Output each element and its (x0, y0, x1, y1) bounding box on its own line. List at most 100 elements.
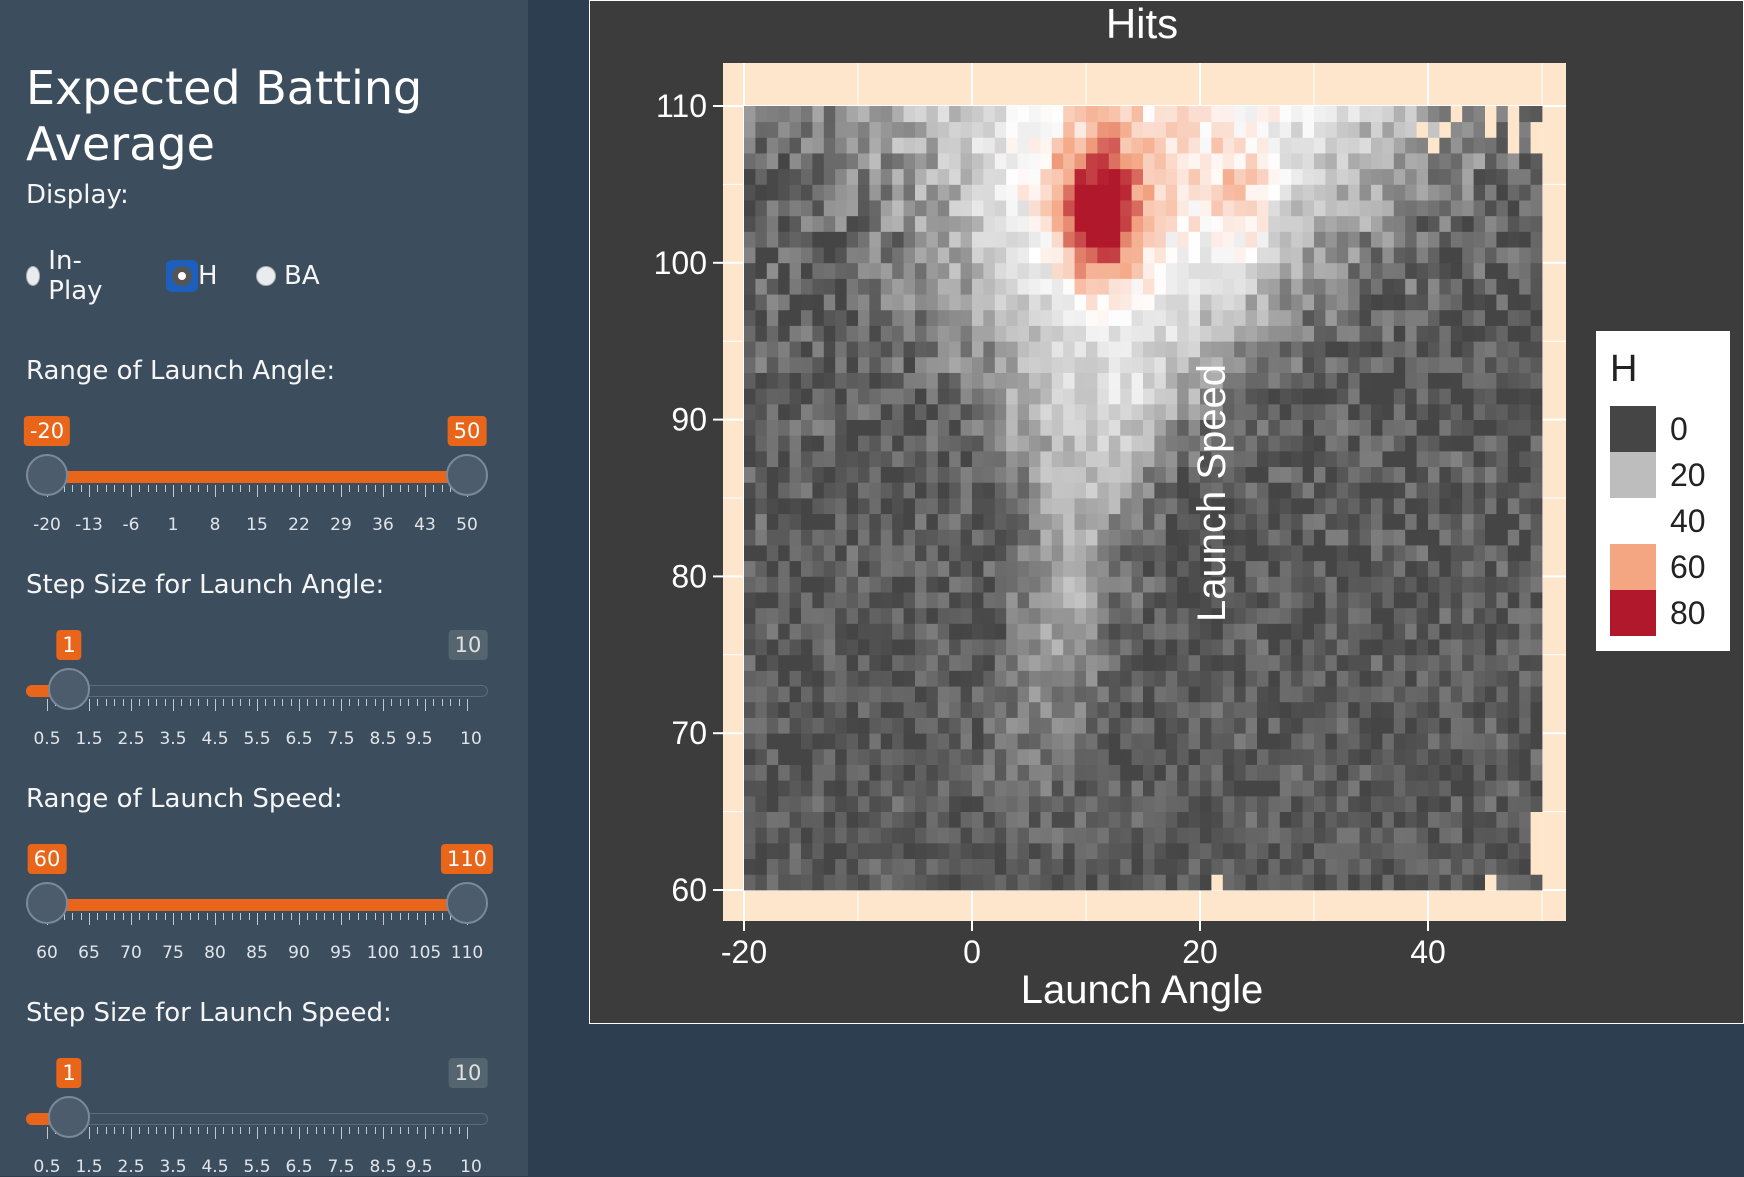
speed-range-slider[interactable]: 60 65 70 75 80 85 90 95 100 105 110 60 110 (26, 830, 494, 963)
heat-cell (1325, 466, 1338, 483)
speed_range-tick (408, 913, 410, 920)
speed_range-tick (122, 913, 124, 920)
heat-cell (766, 215, 779, 232)
heat-cell (755, 121, 768, 138)
heat-cell (1177, 309, 1189, 326)
heat-cell (1530, 341, 1543, 358)
heat-cell (1051, 639, 1064, 656)
heat-cell (744, 717, 756, 734)
radio-ba[interactable]: BA (256, 258, 320, 294)
speed_step-tick (383, 1127, 384, 1139)
heat-cell (1314, 545, 1326, 562)
heat-cell (1029, 435, 1041, 452)
heat-cell (1006, 795, 1018, 812)
heat-cell (1063, 466, 1075, 483)
radio-h-dot[interactable] (172, 266, 192, 286)
angle_range-high-handle[interactable] (446, 454, 488, 496)
heat-cell (1029, 670, 1041, 687)
heat-cell (1211, 153, 1224, 170)
radio-h-label[interactable]: H (198, 261, 218, 291)
speed_range-tick-label: 105 (408, 943, 442, 963)
radio-in-play-label[interactable]: In-Play (48, 246, 103, 306)
heat-cell (1257, 529, 1269, 546)
heat-cell (1496, 764, 1509, 781)
angle_range-tick (282, 485, 284, 492)
heat-cell (1325, 827, 1338, 844)
heat-cell (1302, 419, 1315, 436)
heat-cell (846, 325, 859, 342)
speed_range-tick-label: 90 (288, 943, 310, 963)
heat-cell (1188, 137, 1201, 154)
angle_range-low-handle[interactable] (26, 454, 68, 496)
angle_range-tick-label: 50 (456, 515, 478, 535)
heat-cell (994, 137, 1007, 154)
heat-cell (1462, 168, 1474, 185)
heat-cell (1086, 466, 1098, 483)
heat-cell (846, 262, 859, 279)
heat-cell (1462, 278, 1474, 295)
heat-cell (1222, 623, 1235, 640)
radio-in-play-dot[interactable] (26, 266, 41, 286)
heat-cell (983, 670, 996, 687)
heat-cell (1496, 748, 1509, 765)
heat-cell (1496, 466, 1509, 483)
heat-cell (1302, 874, 1315, 891)
radio-ba-label[interactable]: BA (284, 261, 320, 291)
heat-cell (1086, 388, 1098, 405)
heat-cell (983, 529, 996, 546)
heat-cell (858, 106, 870, 123)
heat-cell (1120, 215, 1132, 232)
heat-cell (1279, 576, 1292, 593)
heat-cell (1131, 576, 1144, 593)
angle-range-slider[interactable]: -20 -13 -6 1 8 15 22 29 36 43 50 -20 50 (23, 402, 488, 535)
heat-cell (1371, 701, 1383, 718)
heat-cell (937, 325, 950, 342)
heat-cell (846, 733, 859, 750)
speed-step-slider[interactable]: 0.5 1.5 2.5 3.5 4.5 5.5 6.5 7.5 8.5 9.5 10 1 10 (26, 1044, 488, 1177)
heat-cell (994, 231, 1007, 248)
heat-cell (1120, 858, 1132, 875)
radio-ba-dot[interactable] (256, 266, 276, 286)
angle-step-slider[interactable]: 0.5 1.5 2.5 3.5 4.5 5.5 6.5 7.5 8.5 9.5 10 1 10 (26, 616, 488, 749)
heat-cell (1371, 780, 1383, 797)
heat-cell (1279, 498, 1292, 515)
heat-cell (1120, 388, 1132, 405)
heat-cell (903, 294, 916, 311)
heat-cell (1473, 106, 1486, 123)
heat-cell (1382, 654, 1395, 671)
heat-cell (801, 388, 813, 405)
speed_range-low-handle[interactable] (26, 882, 68, 924)
heat-cell (937, 215, 950, 232)
heat-cell (1450, 215, 1463, 232)
radio-h[interactable]: H (166, 258, 218, 294)
heat-cell (1314, 450, 1326, 468)
heat-cell (972, 513, 984, 530)
heat-cell (1428, 842, 1440, 860)
heat-cell (778, 827, 790, 844)
heat-cell (1063, 153, 1075, 170)
speed_step-handle[interactable] (48, 1096, 91, 1138)
radio-in-play[interactable]: In-Play (26, 246, 108, 306)
radio-h-focus[interactable] (166, 260, 198, 292)
heat-cell (1336, 874, 1349, 891)
heat-cell (1439, 748, 1452, 765)
angle_step-handle[interactable] (48, 668, 91, 710)
heat-cell (926, 545, 939, 562)
heat-cell (1428, 560, 1440, 577)
speed_range-high-handle[interactable] (446, 882, 488, 924)
heat-cell (1154, 874, 1167, 891)
heat-cell (1359, 262, 1372, 279)
speed_step-track[interactable] (26, 1113, 488, 1125)
heat-cell (1097, 733, 1110, 750)
heat-cell (755, 309, 768, 326)
heat-cell (880, 278, 893, 295)
heat-cell (1416, 388, 1429, 405)
heat-cell (1382, 419, 1395, 436)
heat-cell (1154, 356, 1167, 373)
heat-cell (1473, 168, 1486, 185)
angle_step-track[interactable] (26, 685, 488, 697)
heat-cell (1473, 733, 1486, 750)
heat-cell (789, 247, 802, 264)
heat-cell (812, 701, 825, 718)
heat-cell (823, 560, 836, 577)
